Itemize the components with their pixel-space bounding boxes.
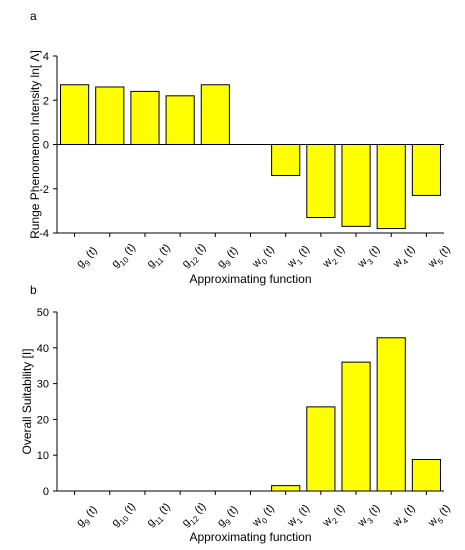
- x-tick-label: w3 (t): [355, 243, 385, 273]
- y-tick-label: 0: [43, 486, 49, 498]
- x-tick-label: w1 (t): [285, 243, 315, 273]
- x-tick-label: w4 (t): [390, 502, 420, 532]
- x-tick-label: g10 (t): [109, 500, 140, 531]
- bar: [306, 406, 336, 492]
- bar: [95, 86, 125, 145]
- bar: [411, 459, 441, 492]
- y-tick-label: 4: [43, 51, 49, 63]
- x-tick-label: g12 (t): [180, 241, 211, 272]
- bar: [60, 84, 90, 146]
- x-axis-label: Approximating function: [189, 272, 311, 286]
- bar: [341, 144, 371, 227]
- x-axis-label: Approximating function: [189, 530, 311, 544]
- bar: [411, 144, 441, 196]
- bar: [306, 144, 336, 219]
- y-tick-label: 20: [37, 414, 49, 426]
- y-tick-label: 10: [37, 450, 49, 462]
- x-tick-label: w0 (t): [249, 502, 279, 532]
- bar: [376, 144, 406, 230]
- bar: [165, 95, 195, 145]
- y-tick-label: 50: [37, 307, 49, 319]
- bar: [341, 361, 371, 492]
- x-tick-label: g9 (t): [74, 245, 102, 273]
- x-tick-label: g12 (t): [180, 500, 211, 531]
- y-tick-label: 2: [43, 95, 49, 107]
- panel-label: a: [30, 9, 37, 23]
- x-tick-label: w0 (t): [249, 243, 279, 273]
- x-tick-label: w4 (t): [390, 243, 420, 273]
- y-tick-label: 0: [43, 140, 49, 152]
- bar: [200, 84, 230, 146]
- x-tick-label: g9 (t): [215, 245, 243, 273]
- x-tick-label: w2 (t): [320, 243, 350, 273]
- bar: [376, 337, 406, 492]
- x-tick-label: w3 (t): [355, 502, 385, 532]
- x-tick-label: g11 (t): [145, 501, 175, 531]
- x-tick-label: g9 (t): [215, 504, 243, 532]
- y-axis-label: Runge Phenomenon Intensity ln[ Λ]: [28, 50, 42, 239]
- x-tick-label: g9 (t): [74, 504, 102, 532]
- bar: [130, 90, 160, 145]
- bar: [271, 485, 301, 492]
- x-tick-label: g11 (t): [145, 242, 175, 272]
- x-tick-label: w2 (t): [320, 502, 350, 532]
- y-tick-label: -4: [39, 228, 49, 240]
- y-tick-label: 40: [37, 343, 49, 355]
- x-tick-label: w5 (t): [425, 502, 455, 532]
- y-tick-label: -2: [39, 184, 49, 196]
- y-axis-label: Overall Suitability [I]: [20, 348, 34, 454]
- y-tick-label: 30: [37, 379, 49, 391]
- x-tick-label: w5 (t): [425, 243, 455, 273]
- bar: [271, 144, 301, 176]
- panel-label: b: [30, 283, 37, 297]
- x-tick-label: w1 (t): [285, 502, 315, 532]
- x-tick-label: g10 (t): [109, 241, 140, 272]
